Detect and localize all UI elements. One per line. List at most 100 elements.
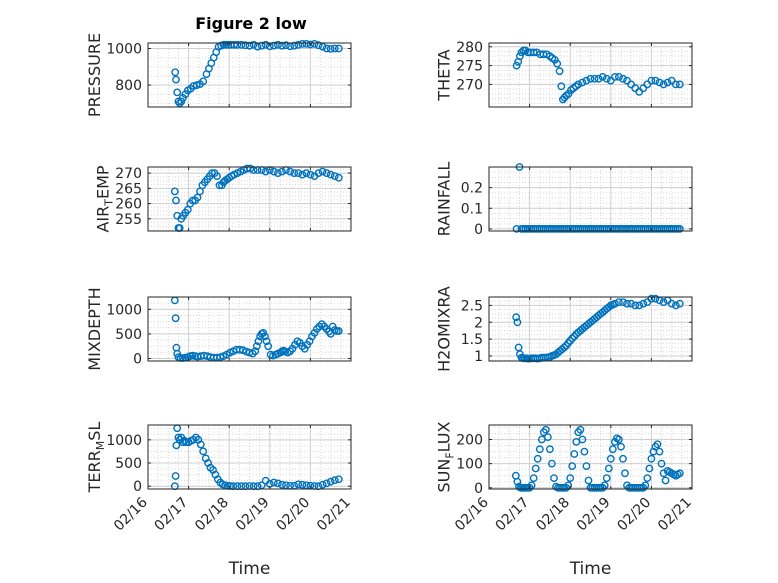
data-point: [330, 476, 339, 485]
plot-area: [148, 43, 351, 107]
y-tick-label: 0.1: [461, 201, 483, 217]
data-point: [617, 442, 625, 451]
data-point: [560, 93, 569, 102]
data-point: [282, 481, 290, 490]
y-tick-label: 255: [115, 212, 142, 228]
data-point: [619, 454, 627, 463]
series-markers: [170, 424, 343, 491]
data-point: [306, 170, 315, 179]
data-point: [172, 75, 180, 84]
series-markers: [512, 46, 684, 104]
data-point: [645, 464, 654, 473]
data-point: [546, 445, 554, 454]
data-point: [623, 76, 631, 85]
y-axis-label-tail: EMP: [94, 165, 113, 199]
data-point: [611, 299, 619, 308]
y-axis-label: H2OMIXRA: [435, 286, 454, 372]
data-point: [260, 332, 269, 341]
data-point: [590, 74, 599, 83]
data-point: [655, 447, 664, 456]
data-point: [541, 425, 550, 434]
data-point: [322, 44, 331, 53]
data-point: [199, 77, 208, 86]
data-point: [294, 480, 303, 489]
data-point: [659, 80, 668, 89]
data-point: [326, 477, 335, 486]
data-point: [251, 347, 260, 356]
data-point: [199, 447, 208, 456]
y-tick-label: 1000: [106, 41, 142, 57]
data-point: [621, 469, 629, 478]
y-tick-label: 2.5: [461, 298, 483, 314]
data-point: [302, 169, 311, 178]
y-tick-label: 500: [115, 456, 142, 472]
data-point: [651, 294, 660, 303]
data-point: [171, 472, 180, 480]
y-tick-label: 1000: [106, 433, 142, 449]
y-tick-label: 265: [115, 181, 142, 197]
y-axis-label: RAINFALL: [435, 162, 454, 237]
y-tick-label: 1: [474, 349, 483, 365]
data-point: [334, 475, 343, 484]
data-point: [171, 68, 180, 77]
data-point: [627, 299, 635, 308]
data-point: [512, 313, 521, 322]
axes-box: [147, 424, 352, 490]
data-point: [655, 78, 664, 87]
data-point: [192, 81, 201, 90]
data-point: [262, 337, 271, 346]
data-point: [249, 40, 258, 49]
series-markers: [171, 40, 343, 108]
y-tick-label: 270: [456, 77, 483, 93]
y-axis-label-main: TERR: [85, 450, 104, 493]
data-point: [657, 459, 666, 468]
axes-box: [488, 424, 693, 490]
data-point: [213, 172, 221, 181]
data-point: [675, 224, 684, 233]
data-point: [273, 479, 282, 488]
data-point: [322, 479, 331, 488]
y-axis-label: SUNFLUX: [435, 421, 457, 492]
data-point: [269, 478, 278, 487]
y-axis-label-main: AIR: [94, 206, 113, 233]
data-point: [675, 299, 684, 308]
data-point: [233, 40, 242, 49]
data-point: [635, 301, 644, 310]
data-point: [513, 318, 522, 327]
y-axis-label-subscript: F: [444, 452, 457, 458]
data-point: [582, 462, 591, 470]
data-point: [564, 339, 573, 347]
data-point: [318, 167, 327, 176]
data-point: [531, 464, 540, 473]
data-point: [286, 167, 294, 176]
data-point: [298, 40, 307, 48]
y-axis-label-tail: SL: [85, 422, 104, 441]
data-point: [273, 40, 282, 49]
data-point: [574, 80, 583, 89]
data-point: [667, 299, 676, 308]
axes-box: [488, 296, 693, 362]
data-point: [557, 82, 566, 91]
data-point: [651, 76, 660, 85]
data-point: [310, 40, 319, 48]
data-point: [647, 454, 656, 463]
data-point: [604, 464, 613, 473]
figure-title: Figure 2 low: [195, 14, 307, 33]
data-point: [615, 435, 623, 444]
data-point: [269, 167, 278, 176]
y-tick-label: 0.2: [461, 181, 483, 197]
data-point: [170, 187, 179, 196]
data-point: [330, 44, 339, 53]
axes-box: [147, 296, 352, 362]
y-axis-label-main: MIXDEPTH: [85, 287, 104, 370]
data-point: [598, 73, 607, 81]
data-point: [619, 298, 627, 306]
data-point: [570, 450, 579, 458]
y-axis-label: PRESSURE: [85, 33, 104, 117]
data-point: [663, 78, 672, 87]
data-point: [560, 343, 568, 352]
y-axis-label-subscript: T: [103, 199, 116, 207]
